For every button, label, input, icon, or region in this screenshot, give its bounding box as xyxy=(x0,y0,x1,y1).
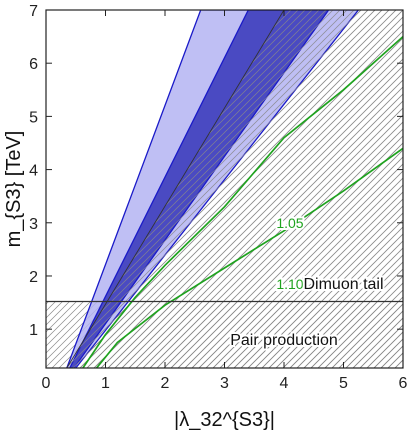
x-tick-label-6: 6 xyxy=(399,375,408,392)
y-axis-title: m_{S3} [TeV] xyxy=(3,131,25,248)
contour-label-1: 1.10 xyxy=(276,276,303,292)
hatched-boundary-line xyxy=(66,10,285,368)
y-tick-label-2: 3 xyxy=(29,216,38,233)
hatched-overlay xyxy=(66,10,403,368)
x-axis-title: |λ_32^{S3}| xyxy=(174,409,275,431)
region-annotation-1: Pair production xyxy=(230,332,338,349)
y-tick-label-4: 5 xyxy=(29,109,38,126)
y-tick-label-0: 1 xyxy=(29,322,38,339)
x-tick-label-1: 1 xyxy=(101,375,110,392)
x-tick-label-2: 2 xyxy=(161,375,170,392)
x-tick-label-0: 0 xyxy=(42,375,51,392)
x-tick-label-3: 3 xyxy=(220,375,229,392)
region-annotation-0: Dimuon tail xyxy=(303,276,383,293)
y-tick-label-1: 2 xyxy=(29,269,38,286)
y-tick-label-6: 7 xyxy=(29,3,38,20)
x-tick-label-5: 5 xyxy=(339,375,348,392)
contour-line-0 xyxy=(82,35,403,368)
contour-label-0: 1.05 xyxy=(276,215,303,231)
y-tick-label-5: 6 xyxy=(29,56,38,73)
contour-line-1 xyxy=(95,147,403,368)
y-tick-label-3: 4 xyxy=(29,163,38,180)
x-tick-label-4: 4 xyxy=(280,375,289,392)
